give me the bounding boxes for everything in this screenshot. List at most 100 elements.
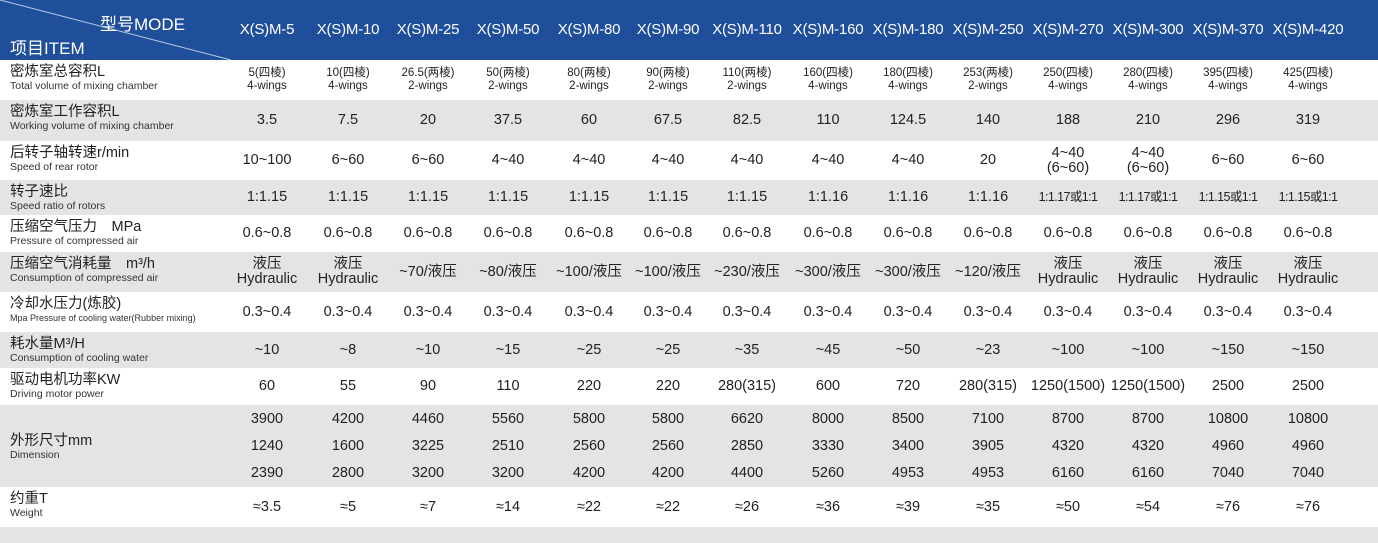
cell-line: 4200 — [572, 465, 606, 481]
table-row: 耗水量M³/H Consumption of cooling water ~10 ~8… — [0, 332, 1378, 368]
table-cell: 2500 — [1267, 379, 1349, 394]
model-header-12: X(S)M-300 — [1112, 21, 1184, 38]
row-label: 外形尺寸mm Dimension — [10, 433, 230, 461]
table-cell: 0.6~0.8 — [307, 226, 389, 241]
cell-line: 0.6~0.8 — [1283, 225, 1333, 241]
row-label: 密炼室总容积L Total volume of mixing chamber — [10, 64, 230, 92]
cell-line: 4953 — [891, 465, 925, 481]
table-cell: ~15 — [467, 343, 549, 358]
cell-line: 80(两棱) — [567, 67, 611, 79]
cell-line: 0.3~0.4 — [1123, 304, 1173, 320]
cell-line: ~70/液压 — [399, 264, 457, 280]
table-cell: 280(315) — [706, 379, 788, 394]
cell-line: 0.6~0.8 — [1203, 225, 1253, 241]
model-header-10: X(S)M-250 — [952, 21, 1024, 38]
table-cell: 7100 3905 4953 — [947, 406, 1029, 487]
cell-line: ~25 — [655, 342, 681, 358]
cell-line: 0.3~0.4 — [643, 304, 693, 320]
table-cell: ~25 — [627, 343, 709, 358]
cell-line: ~8 — [339, 342, 357, 358]
cell-line: 10800 — [1207, 411, 1249, 427]
table-cell: 8700 4320 6160 — [1027, 406, 1109, 487]
table-cell: 280(315) — [947, 379, 1029, 394]
cell-line: Hydraulic — [1117, 271, 1179, 287]
cell-line: ~100/液压 — [556, 264, 622, 280]
table-cell: 1:1.15或1:1 — [1267, 190, 1349, 205]
model-header-4: X(S)M-50 — [476, 21, 540, 38]
cell-line: 0.3~0.4 — [242, 304, 292, 320]
cell-line: ~120/液压 — [955, 264, 1021, 280]
row-label: 驱动电机功率KW Driving motor power — [10, 372, 230, 400]
cell-line: 4460 — [411, 411, 445, 427]
table-cell: 10800 4960 7040 — [1267, 406, 1349, 487]
row-label-cn: 转子速比 — [10, 184, 68, 200]
table-cell: ~80/液压 — [467, 265, 549, 280]
table-cell: 4~40 — [706, 153, 788, 168]
table-cell: 0.3~0.4 — [1027, 305, 1109, 320]
cell-line: 3200 — [491, 465, 525, 481]
table-row: 后转子轴转速r/min Speed of rear rotor 10~100 6~60… — [0, 141, 1378, 180]
cell-line: 280(四棱) — [1123, 67, 1173, 79]
model-header-1: X(S)M-5 — [239, 21, 295, 38]
cell-line: 90 — [419, 378, 437, 394]
table-cell: ≈54 — [1107, 500, 1189, 515]
cell-line: ~80/液压 — [479, 264, 537, 280]
cell-line: 7040 — [1211, 465, 1245, 481]
row-label-en: Dimension — [10, 449, 60, 461]
table-cell: ≈3.5 — [226, 500, 308, 515]
cell-line: (6~60) — [1126, 160, 1170, 176]
table-cell: 10800 4960 7040 — [1187, 406, 1269, 487]
table-cell: 4200 1600 2800 — [307, 406, 389, 487]
table-cell: 0.3~0.4 — [548, 305, 630, 320]
table-cell: 4~40 — [627, 153, 709, 168]
model-header-7: X(S)M-110 — [712, 21, 782, 38]
table-cell: 1250(1500) — [1107, 379, 1189, 394]
cell-line: 10800 — [1287, 411, 1329, 427]
cell-line: 3.5 — [256, 112, 278, 128]
table-cell: ≈39 — [867, 500, 949, 515]
cell-line: 2-wings — [727, 80, 767, 92]
cell-line: 110 — [496, 378, 520, 394]
table-cell: ~100 — [1027, 343, 1109, 358]
cell-line: 0.6~0.8 — [643, 225, 693, 241]
table-row: 密炼室总容积L Total volume of mixing chamber 5(四… — [0, 60, 1378, 100]
cell-line: 4-wings — [1288, 80, 1328, 92]
table-cell: 1:1.15 — [706, 190, 788, 205]
cell-line: 188 — [1055, 112, 1081, 128]
table-cell: ~150 — [1267, 343, 1349, 358]
cell-line: 0.6~0.8 — [1123, 225, 1173, 241]
cell-line: 0.6~0.8 — [483, 225, 533, 241]
table-cell: 0.3~0.4 — [307, 305, 389, 320]
table-cell: 5560 2510 3200 — [467, 406, 549, 487]
table-cell: 液压 Hydraulic — [1027, 257, 1109, 287]
cell-line: 220 — [655, 378, 681, 394]
cell-line: Hydraulic — [1197, 271, 1259, 287]
cell-line: ≈36 — [815, 499, 841, 515]
cell-line: 4~40 — [491, 152, 525, 168]
table-cell: 210 — [1107, 113, 1189, 128]
row-label-en: Mpa Pressure of cooling water(Rubber mix… — [10, 313, 196, 323]
cell-line: 4320 — [1131, 438, 1165, 454]
table-cell: ≈5 — [307, 500, 389, 515]
cell-line: Hydraulic — [317, 271, 379, 287]
diagonal-divider — [0, 0, 231, 60]
table-cell: 319 — [1267, 113, 1349, 128]
table-cell: 4~40 — [548, 153, 630, 168]
table-cell: ~100/液压 — [627, 265, 709, 280]
cell-line: 1:1.15或1:1 — [1278, 190, 1338, 204]
cell-line: ~100/液压 — [635, 264, 701, 280]
table-cell: 0.3~0.4 — [387, 305, 469, 320]
cell-line: ≈26 — [734, 499, 760, 515]
table-cell: 220 — [627, 379, 709, 394]
cell-line: 3400 — [891, 438, 925, 454]
table-cell: 0.6~0.8 — [1107, 226, 1189, 241]
cell-line: 液压 — [333, 256, 363, 272]
cell-line: ~100 — [1131, 342, 1165, 358]
cell-line: 0.6~0.8 — [323, 225, 373, 241]
model-header-8: X(S)M-160 — [792, 21, 864, 38]
table-cell: 1:1.15 — [226, 190, 308, 205]
table-cell: 720 — [867, 379, 949, 394]
table-cell: 1:1.15 — [387, 190, 469, 205]
cell-line: 210 — [1135, 112, 1161, 128]
